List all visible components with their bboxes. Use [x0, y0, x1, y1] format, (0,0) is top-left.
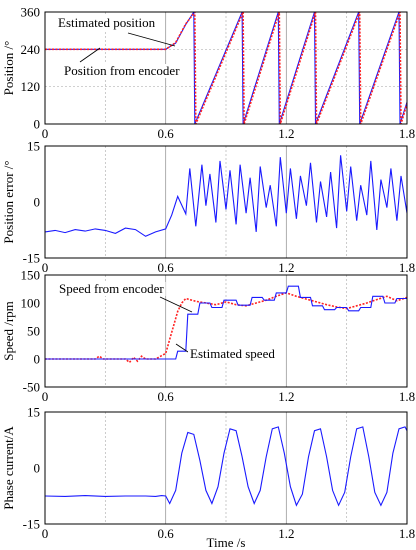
annotation-bg: [56, 16, 158, 30]
y-tick-label: -50: [23, 380, 40, 395]
y-tick-label: 100: [21, 296, 41, 311]
annotation-label: Position from encoder: [64, 63, 180, 78]
y-tick-label: -15: [23, 251, 40, 266]
y-axis-label: Position error /°: [1, 160, 16, 243]
annotation-bg: [57, 282, 166, 296]
x-tick-label: 0: [42, 260, 49, 275]
y-axis-label: Position /°: [1, 41, 16, 96]
y-tick-label: 240: [21, 42, 41, 57]
y-axis-label: Phase current/A: [1, 426, 16, 510]
annotation-bg: [188, 347, 277, 361]
plot-frame: [44, 145, 408, 259]
x-tick-label: 1.2: [278, 389, 294, 404]
x-tick-label: 1.2: [278, 126, 294, 141]
x-tick-label: 0: [42, 526, 49, 541]
series-line-1: [45, 12, 407, 124]
annotation-bg: [62, 64, 182, 78]
x-tick-label: 0.6: [158, 526, 175, 541]
x-tick-label: 0.6: [158, 389, 175, 404]
x-tick-label: 1.8: [399, 260, 415, 275]
chart-panel-1: 0 0.6 1.2 1.8 0 120 240 360 Position /° Estimated…: [1, 5, 415, 142]
x-tick-label: 1.8: [399, 126, 415, 141]
y-axis-label: Speed /rpm: [1, 301, 16, 361]
y-tick-label: 15: [27, 405, 40, 420]
x-tick-label: 0: [42, 126, 49, 141]
x-tick-label: 1.8: [399, 526, 415, 541]
y-tick-label: 0: [34, 352, 41, 367]
annotation-label: Speed from encoder: [59, 281, 164, 296]
plot-frame: [44, 11, 408, 125]
y-tick-label: 0: [34, 195, 41, 210]
plot-frame: [44, 411, 408, 525]
y-tick-label: 360: [21, 5, 41, 20]
annotation-leader: [175, 343, 189, 353]
series-line-1: [45, 426, 407, 507]
plot-frame: [44, 274, 408, 388]
x-tick-label: 0.6: [158, 126, 175, 141]
x-tick-label: 1.2: [278, 260, 294, 275]
annotation-label: Estimated position: [58, 15, 156, 30]
y-tick-label: 0: [34, 461, 41, 476]
x-tick-label: 0.6: [158, 260, 175, 275]
x-tick-label: 0: [42, 389, 49, 404]
y-tick-label: 50: [27, 324, 40, 339]
y-tick-label: 0: [34, 117, 41, 132]
annotation-label: Estimated speed: [190, 346, 275, 361]
x-axis-label: Time /s: [207, 535, 246, 550]
annotation-leader: [159, 296, 193, 313]
series-line-1: [45, 155, 407, 237]
annotation-leader: [79, 47, 101, 63]
x-tick-label: 1.8: [399, 389, 415, 404]
x-tick-label: 1.2: [278, 526, 294, 541]
series-line-2: [45, 285, 407, 360]
y-tick-label: -15: [23, 517, 40, 532]
annotation-leader: [127, 32, 176, 47]
y-tick-label: 120: [21, 79, 41, 94]
y-tick-label: 150: [21, 268, 41, 283]
y-tick-label: 15: [27, 139, 40, 154]
